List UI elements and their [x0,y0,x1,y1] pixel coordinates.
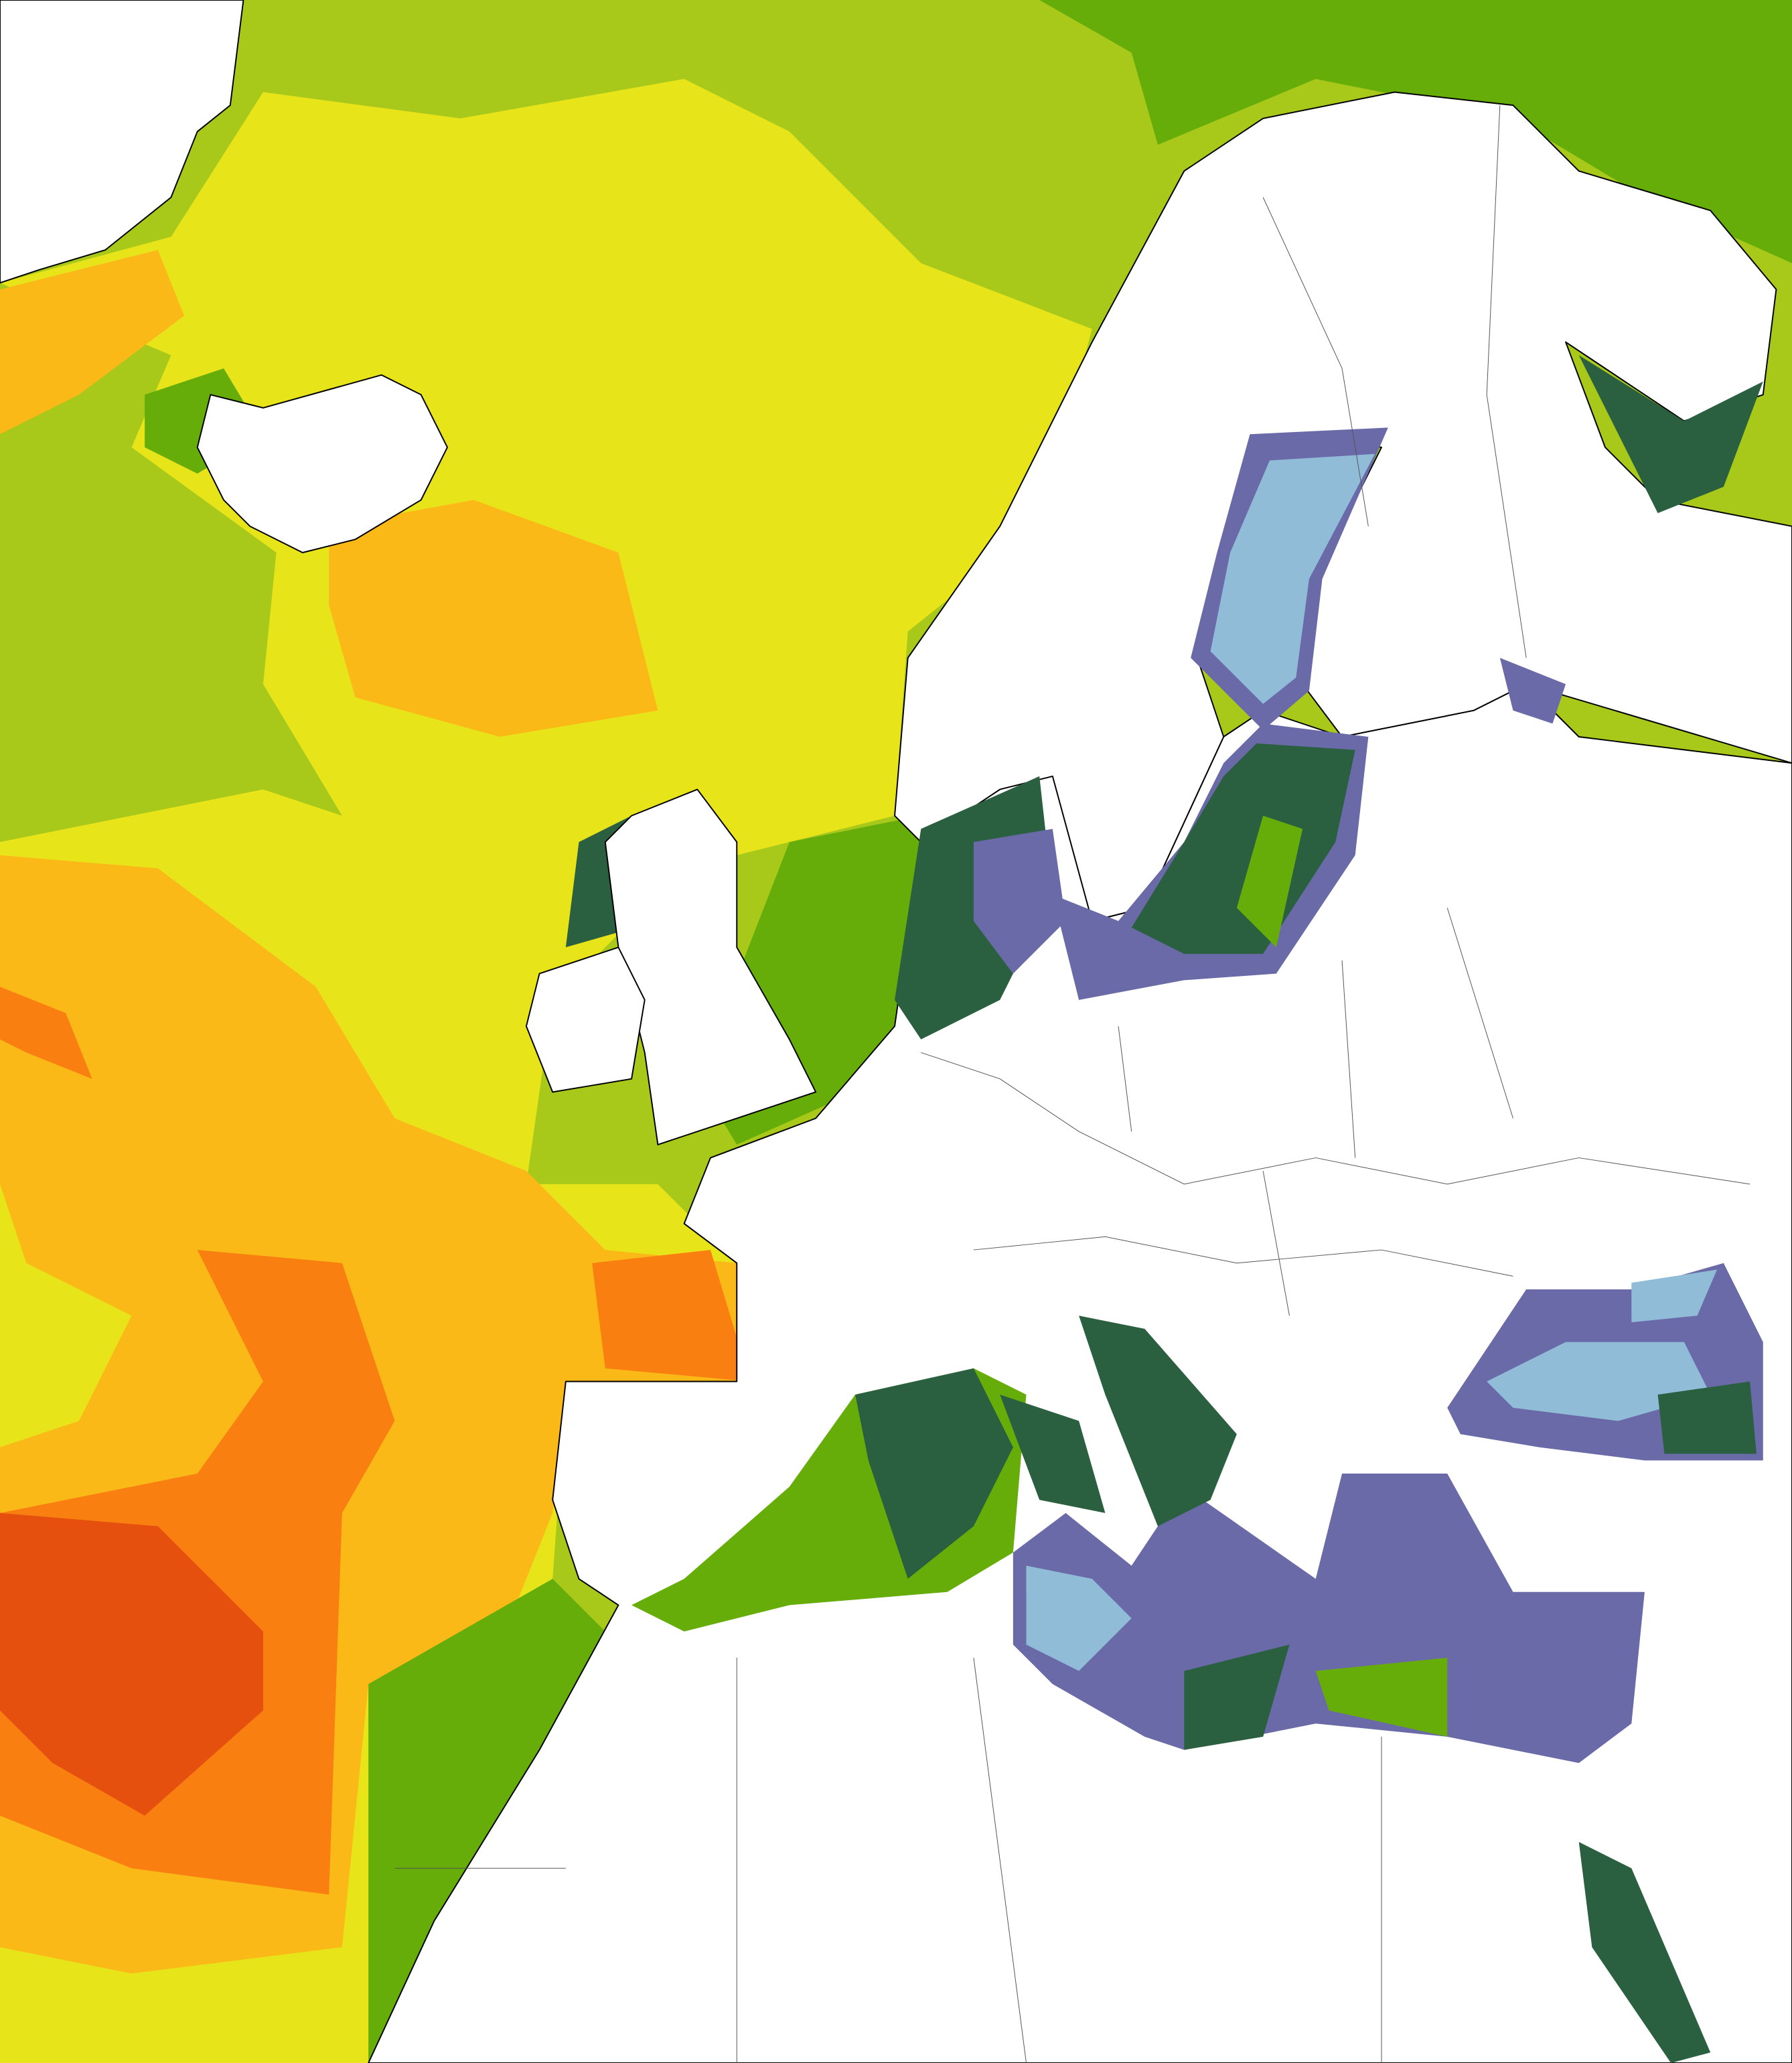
great-britain [604,788,817,1145]
border-line [394,1657,1382,2063]
iceland [196,374,448,553]
sea-orange-west [0,987,92,1079]
sea-black-east [1657,1381,1757,1454]
sea-dark-orange [0,1512,263,1816]
border-line [921,1052,1750,1185]
sea-azov [1631,1269,1718,1323]
sea-adriatic [1079,1315,1237,1526]
scandinavia [894,91,1792,922]
sea-light-orange-iceland [329,500,658,737]
sea-red [1578,1842,1711,2063]
sea-ionian-light [1026,1565,1132,1671]
sea-bothnia [1210,453,1375,704]
sea-kattegat [973,829,1066,974]
sea-levant-green [1315,1658,1448,1737]
sea-libyan-dark [1184,1644,1290,1750]
sea-white-sea [1578,355,1763,514]
sea-balearic-dark [855,1368,1013,1579]
sea-baltic-green [1236,815,1303,948]
border-line [1118,908,1513,1316]
sea-tyrrhenian [1000,1395,1106,1513]
sea-ladoga [1499,658,1566,724]
greenland [0,0,244,284]
sea-eastern-med [1013,1474,1645,1764]
sea-black [1487,1342,1711,1421]
border-line [1262,105,1527,658]
border-line [973,1236,1513,1277]
sea-light-orange-west [0,250,185,435]
sea-green-north [1039,0,1792,263]
sea-orange-biscay [592,1250,750,1382]
ireland [525,946,646,1093]
sea-baltic [1131,743,1355,954]
